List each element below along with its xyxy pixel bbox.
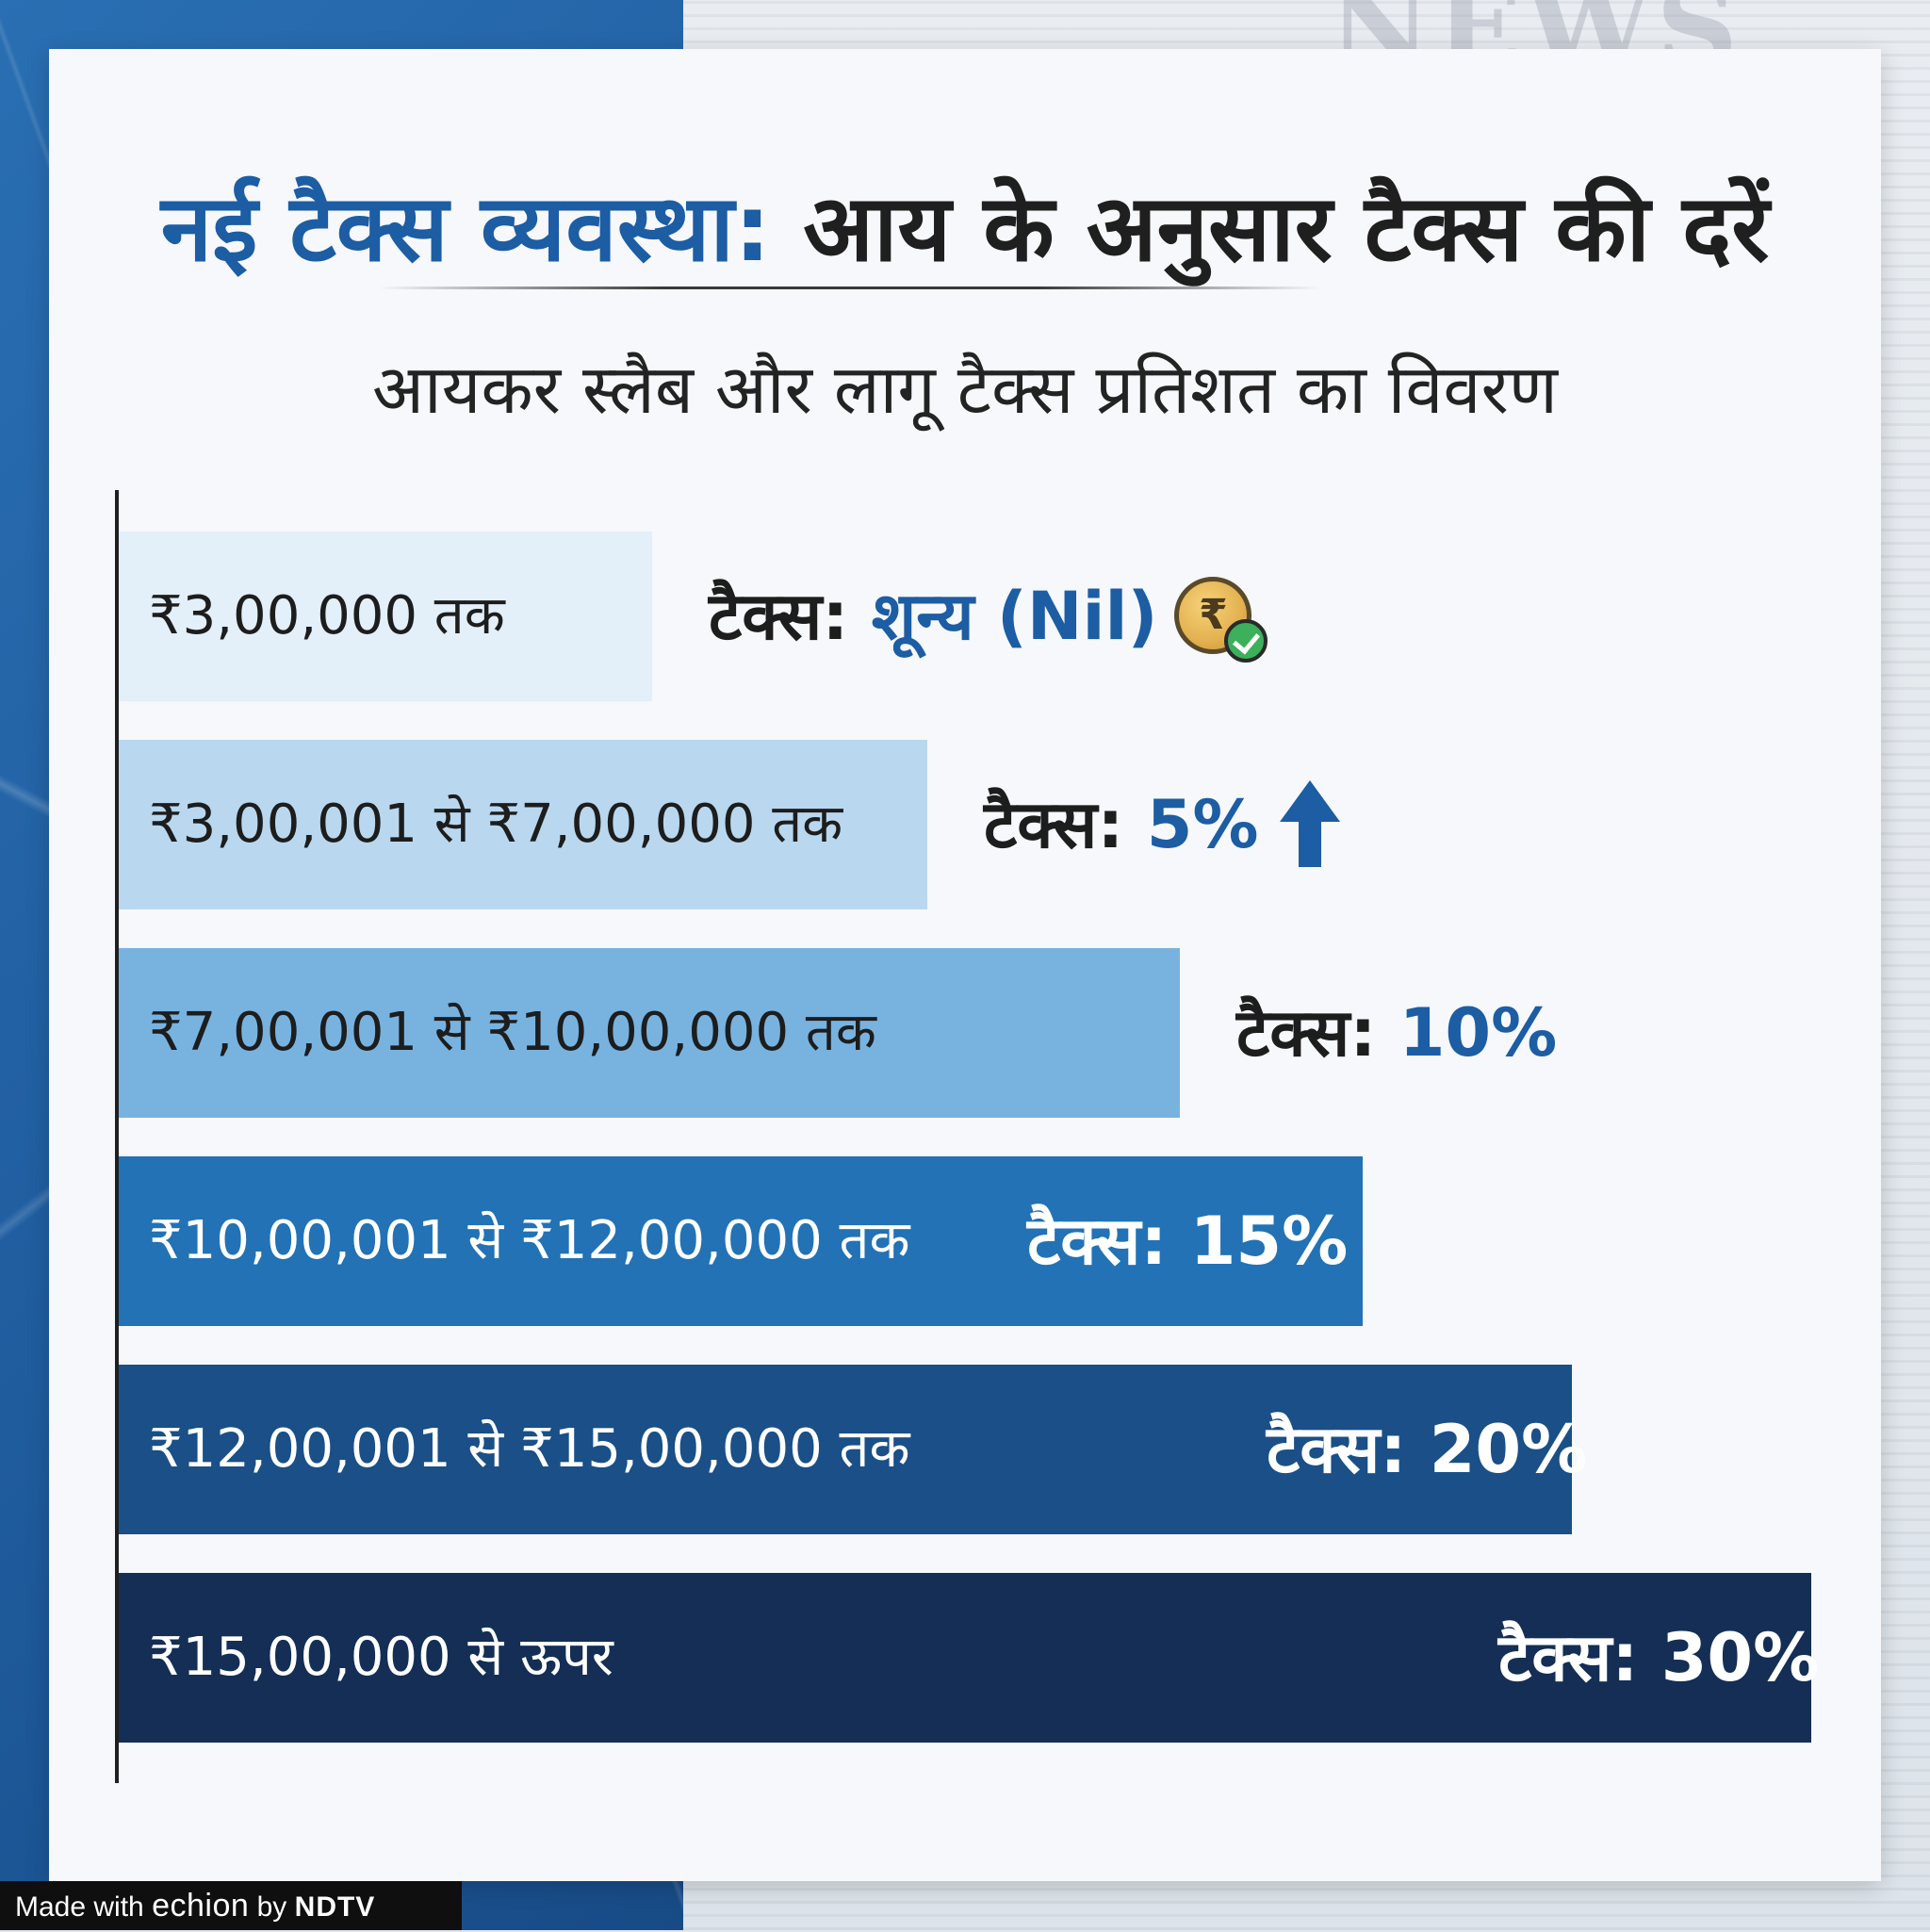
tax-slab-range-label: ₹10,00,001 से ₹12,00,000 तक <box>149 1210 910 1271</box>
tax-slab-range-label: ₹12,00,001 से ₹15,00,000 तक <box>149 1418 910 1480</box>
footer-by: by <box>256 1891 287 1923</box>
footer-credit: Made with echion by NDTV <box>0 1881 462 1930</box>
tax-slab-range-label: ₹15,00,000 से ऊपर <box>149 1627 613 1688</box>
title-highlight: नई टैक्स व्यवस्था: <box>160 175 772 283</box>
tax-rate-label: टैक्स: 15% <box>1027 1156 1348 1326</box>
page-title: नई टैक्स व्यवस्था: आय के अनुसार टैक्स की… <box>49 181 1881 278</box>
tax-rate-value: 15% <box>1189 1203 1349 1280</box>
title-divider <box>379 287 1321 289</box>
tax-rate-prefix: टैक्स: <box>1027 1203 1168 1280</box>
tax-rate-prefix: टैक्स: <box>1267 1411 1407 1488</box>
tax-slab-bar: ₹3,00,001 से ₹7,00,000 तक <box>119 740 927 909</box>
tax-rate-value: 5% <box>1146 786 1259 863</box>
tax-rate-value: 10% <box>1398 994 1558 1072</box>
tax-slab-range-label: ₹3,00,001 से ₹7,00,000 तक <box>149 794 843 855</box>
tax-rate-prefix: टैक्स: <box>1498 1619 1639 1696</box>
tax-rate-label: टैक्स: शून्य (Nil) ₹ <box>709 532 1268 701</box>
tax-rate-label: टैक्स: 5% <box>984 740 1340 909</box>
tax-slab-bar: ₹15,00,000 से ऊपर <box>119 1573 1811 1743</box>
tax-slab-bar: ₹12,00,001 से ₹15,00,000 तक <box>119 1365 1572 1534</box>
tax-slab-bar: ₹10,00,001 से ₹12,00,000 तक <box>119 1156 1363 1326</box>
up-arrow-icon <box>1279 779 1340 867</box>
tax-slab-range-label: ₹3,00,000 तक <box>149 585 505 647</box>
tax-rate-prefix: टैक्स: <box>984 786 1124 863</box>
tax-rate-label: टैक्स: 30% <box>1498 1573 1819 1743</box>
footer-brand: echion <box>152 1888 250 1924</box>
tax-rate-label: टैक्स: 20% <box>1267 1365 1587 1534</box>
tax-rate-label: टैक्स: 10% <box>1236 948 1557 1118</box>
page-subtitle: आयकर स्लैब और लागू टैक्स प्रतिशत का विवर… <box>372 350 1558 429</box>
tax-rate-value: 30% <box>1660 1619 1820 1696</box>
tax-slab-range-label: ₹7,00,001 से ₹10,00,000 तक <box>149 1002 876 1063</box>
tax-rate-value: शून्य (Nil) <box>871 578 1158 655</box>
tax-rate-prefix: टैक्स: <box>1236 994 1377 1072</box>
infographic-card: नई टैक्स व्यवस्था: आय के अनुसार टैक्स की… <box>49 49 1881 1881</box>
chart-axis-line <box>115 490 119 1783</box>
tax-rate-prefix: टैक्स: <box>709 578 849 655</box>
tax-slab-bar: ₹3,00,000 तक <box>119 532 652 701</box>
title-rest: आय के अनुसार टैक्स की दरें <box>803 175 1770 283</box>
tax-slab-bar: ₹7,00,001 से ₹10,00,000 तक <box>119 948 1180 1118</box>
footer-made-with: Made with <box>15 1891 144 1923</box>
rupee-coin-check-icon: ₹ <box>1174 576 1268 663</box>
footer-publisher: NDTV <box>294 1891 376 1923</box>
tax-rate-value: 20% <box>1429 1411 1588 1488</box>
